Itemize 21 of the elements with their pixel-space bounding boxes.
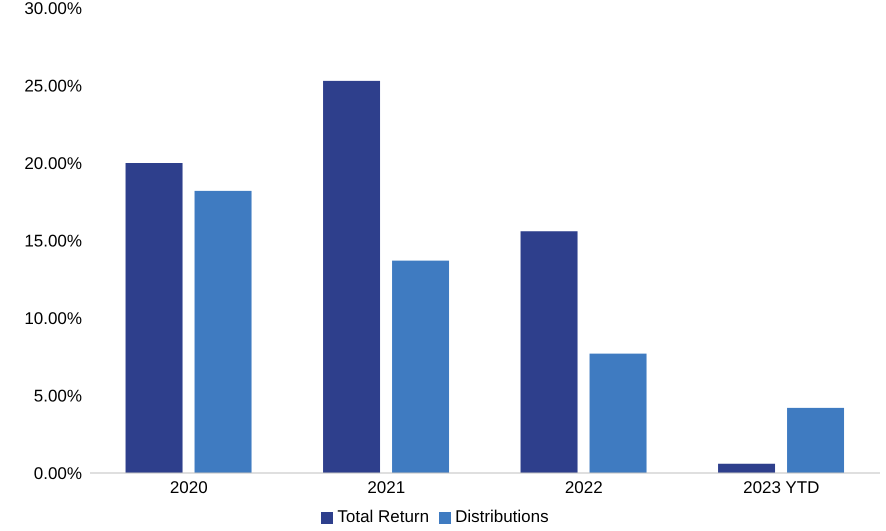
bar <box>787 408 844 473</box>
y-tick-label: 10.00% <box>24 309 82 328</box>
bar <box>520 231 578 473</box>
legend-label: Total Return <box>337 507 430 526</box>
y-tick-label: 15.00% <box>24 232 82 251</box>
y-tick-label: 0.00% <box>34 464 82 484</box>
x-tick-label: 2021 <box>367 478 406 498</box>
x-tick-label: 2022 <box>564 478 603 498</box>
bar <box>590 354 647 473</box>
bar <box>718 464 776 473</box>
bar <box>392 260 450 473</box>
y-tick-label: 5.00% <box>34 386 82 406</box>
x-tick-label: 2020 <box>170 478 208 498</box>
y-tick-label: 30.00% <box>24 0 82 18</box>
bar <box>194 190 252 473</box>
y-tick-label: 20.00% <box>24 154 82 174</box>
x-tick-label: 2023 YTD <box>743 478 820 498</box>
bar <box>323 80 380 473</box>
bar <box>126 163 183 473</box>
legend-label: Distributions <box>455 507 549 526</box>
y-tick-label: 25.00% <box>24 76 82 96</box>
